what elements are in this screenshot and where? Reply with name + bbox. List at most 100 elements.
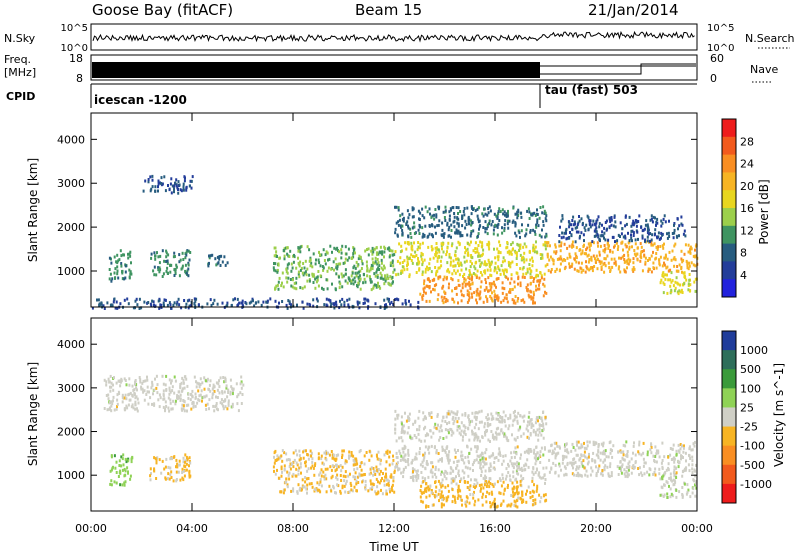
velocity-cell xyxy=(469,484,472,488)
velocity-cell xyxy=(454,416,457,420)
velocity-patch xyxy=(109,453,134,487)
velocity-cell xyxy=(485,485,488,488)
velocity-cell xyxy=(525,427,528,431)
velocity-cell xyxy=(184,460,186,464)
velocity-cell xyxy=(633,465,636,469)
power-cell xyxy=(306,267,309,271)
power-cell xyxy=(606,240,609,244)
velocity-cell xyxy=(332,456,335,460)
power-cell xyxy=(607,261,610,265)
power-cell xyxy=(444,209,447,213)
velocity-cell xyxy=(290,489,293,493)
power-cell xyxy=(463,280,466,284)
power-cell xyxy=(169,303,172,307)
power-cell xyxy=(473,265,476,269)
power-cell xyxy=(174,267,177,271)
velocity-cell xyxy=(492,437,495,441)
power-cell xyxy=(374,256,377,260)
power-cell xyxy=(661,274,664,278)
velocity-cell xyxy=(289,462,292,466)
power-cell xyxy=(366,248,368,251)
colorbar-swatch xyxy=(722,426,736,447)
velocity-cell xyxy=(110,468,113,472)
velocity-cell xyxy=(485,416,488,419)
power-cell xyxy=(154,189,157,193)
velocity-cell xyxy=(323,475,326,479)
power-cell xyxy=(561,214,564,218)
power-cell xyxy=(576,225,579,229)
velocity-cell xyxy=(489,501,491,505)
velocity-cell xyxy=(320,468,323,472)
power-cell xyxy=(577,221,580,225)
velocity-cell xyxy=(133,391,136,395)
power-cell xyxy=(461,217,464,220)
velocity-cell xyxy=(448,421,451,425)
power-cell xyxy=(322,287,325,291)
velocity-cell xyxy=(617,473,620,476)
velocity-cell xyxy=(202,395,205,399)
velocity-cell xyxy=(394,409,397,413)
velocity-cell xyxy=(232,390,234,393)
power-cell xyxy=(320,253,323,257)
power-cell xyxy=(594,222,597,226)
velocity-cell xyxy=(343,479,346,483)
power-cell xyxy=(651,220,654,224)
power-cell xyxy=(548,258,551,262)
velocity-cell xyxy=(283,451,286,455)
nave-tick-low: 0 xyxy=(710,72,717,85)
velocity-cell xyxy=(469,493,472,496)
velocity-cell xyxy=(548,458,551,462)
velocity-cell xyxy=(675,449,678,453)
power-cell xyxy=(623,253,626,257)
power-cell xyxy=(312,298,315,302)
power-cell xyxy=(327,266,330,270)
velocity-cell xyxy=(146,390,149,394)
power-cell xyxy=(490,282,493,286)
power-cell xyxy=(481,241,484,245)
velocity-cell xyxy=(666,481,669,485)
power-cell xyxy=(299,268,302,272)
power-cell xyxy=(401,212,404,216)
power-cell xyxy=(358,254,361,258)
power-cell xyxy=(418,260,421,264)
velocity-cell xyxy=(643,461,646,465)
power-cell xyxy=(410,253,413,257)
velocity-cell xyxy=(182,478,185,482)
freq-panel: Freq. [MHz] 18 8 60 0 Nave xyxy=(4,52,778,85)
power-cell xyxy=(523,276,526,279)
velocity-cell xyxy=(484,457,487,461)
velocity-cell xyxy=(207,387,210,391)
velocity-cell xyxy=(359,449,362,452)
power-cell xyxy=(587,253,590,257)
power-cell xyxy=(471,282,474,286)
velocity-cell xyxy=(634,453,637,457)
velocity-cell xyxy=(412,422,415,426)
power-cell xyxy=(598,225,601,229)
velocity-cell xyxy=(515,452,518,456)
velocity-cell xyxy=(116,398,119,402)
power-cell xyxy=(510,252,513,256)
velocity-cell xyxy=(413,468,416,472)
velocity-cell xyxy=(609,448,612,452)
velocity-cell xyxy=(184,465,187,469)
velocity-cell xyxy=(218,379,220,383)
power-cell xyxy=(477,232,480,236)
power-cell xyxy=(640,250,643,254)
velocity-cell xyxy=(481,452,484,456)
power-cell xyxy=(295,287,298,291)
velocity-cell xyxy=(181,376,184,380)
power-cell xyxy=(182,258,185,261)
velocity-cell xyxy=(517,472,520,476)
velocity-cell xyxy=(616,465,619,469)
velocity-cell xyxy=(517,428,520,432)
velocity-cell xyxy=(157,398,160,402)
power-cell xyxy=(275,284,278,288)
velocity-cell xyxy=(519,467,522,471)
power-cell xyxy=(163,298,166,302)
velocity-cell xyxy=(516,464,518,468)
power-cell xyxy=(346,258,349,262)
colorbar-tick-label: 20 xyxy=(740,180,754,193)
power-cell xyxy=(406,267,409,271)
power-cell xyxy=(298,262,300,266)
velocity-cell xyxy=(134,379,137,382)
